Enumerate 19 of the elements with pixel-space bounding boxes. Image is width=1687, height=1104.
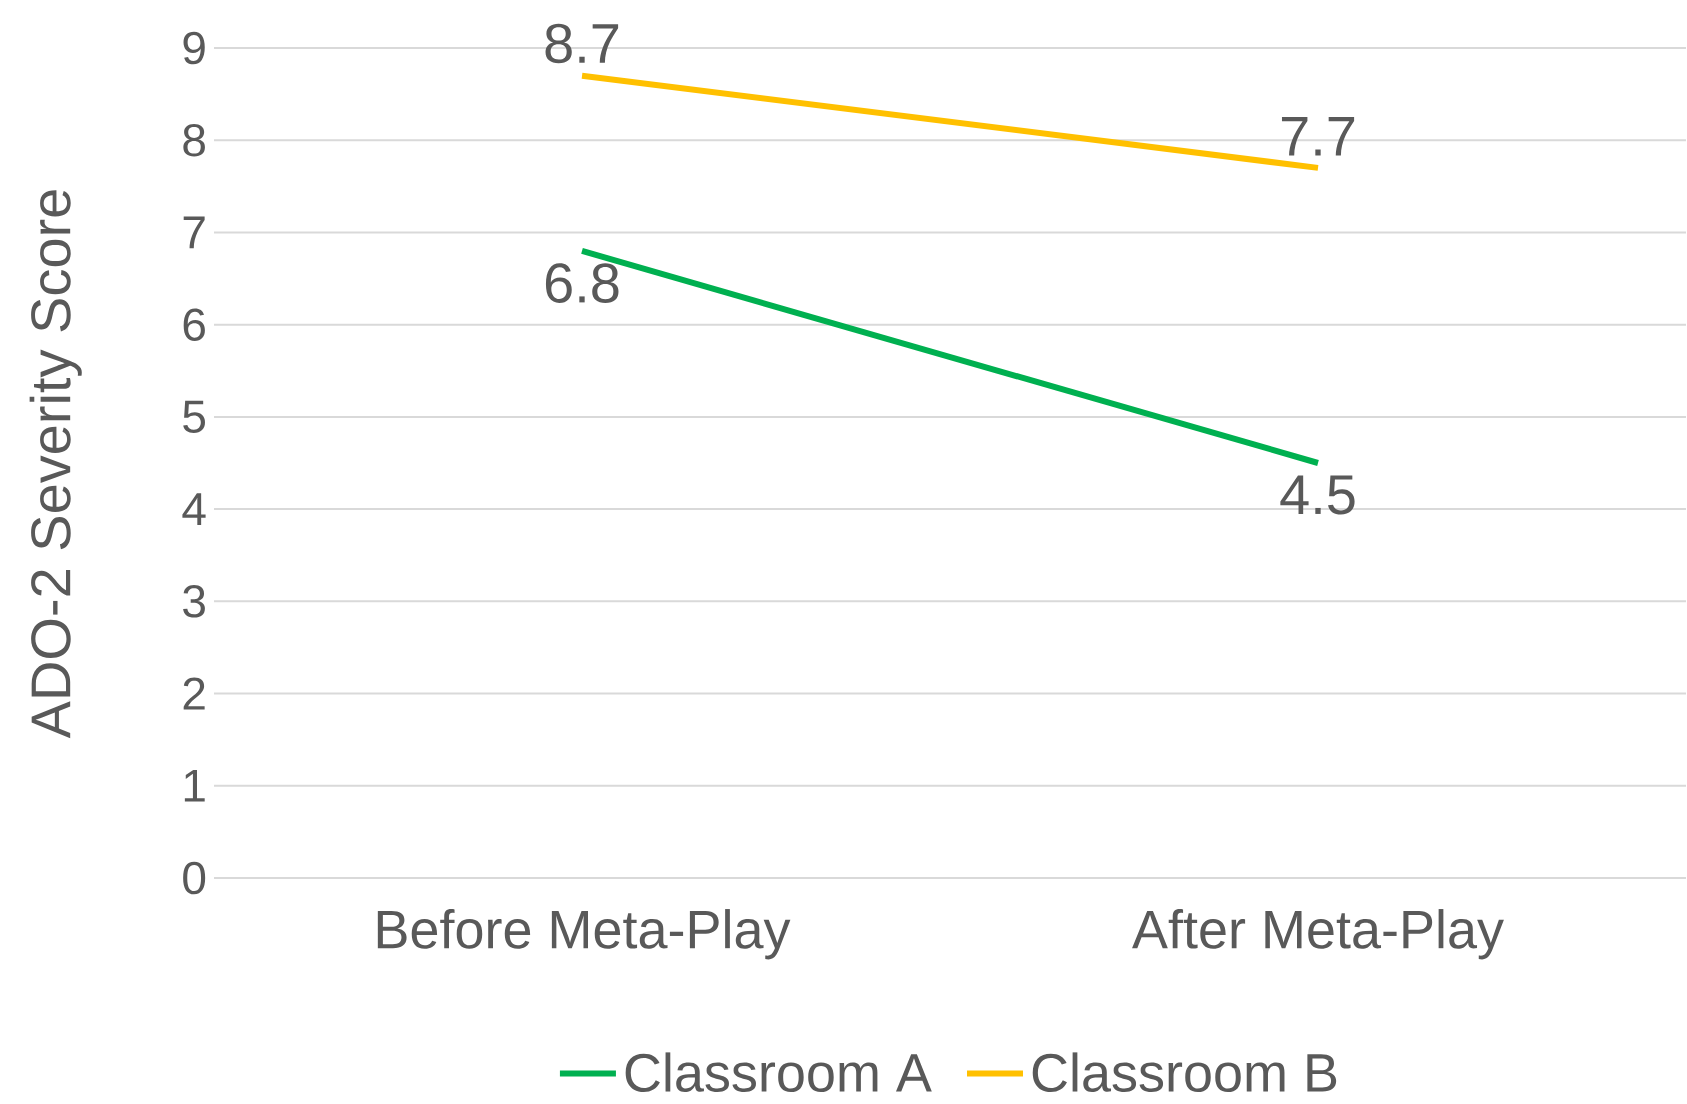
data-label: 8.7 (545, 23, 619, 64)
y-tick-label: 6 (183, 308, 205, 341)
y-tick-label: 0 (183, 861, 206, 895)
x-tick-label: After Meta-Play (1132, 909, 1504, 960)
y-tick-label: 8 (183, 123, 205, 157)
y-tick-label: 4 (182, 493, 206, 525)
y-tick-label: 9 (183, 31, 205, 65)
x-tick-label: Before Meta-Play (377, 909, 791, 960)
data-label: 6.8 (545, 263, 619, 303)
y-axis-title: ADO-2 Severity Score (29, 190, 82, 739)
legend-label: Classroom A (625, 1052, 932, 1093)
y-tick-label: 5 (183, 400, 205, 433)
y-tick-label: 7 (183, 216, 205, 249)
y-tick-label: 2 (183, 677, 205, 710)
y-tick-label: 3 (183, 585, 205, 618)
legend-label: Classroom B (1032, 1052, 1337, 1093)
data-label: 4.5 (1280, 475, 1355, 515)
y-tick-label: 1 (184, 769, 205, 802)
data-label: 7.7 (1281, 116, 1355, 156)
